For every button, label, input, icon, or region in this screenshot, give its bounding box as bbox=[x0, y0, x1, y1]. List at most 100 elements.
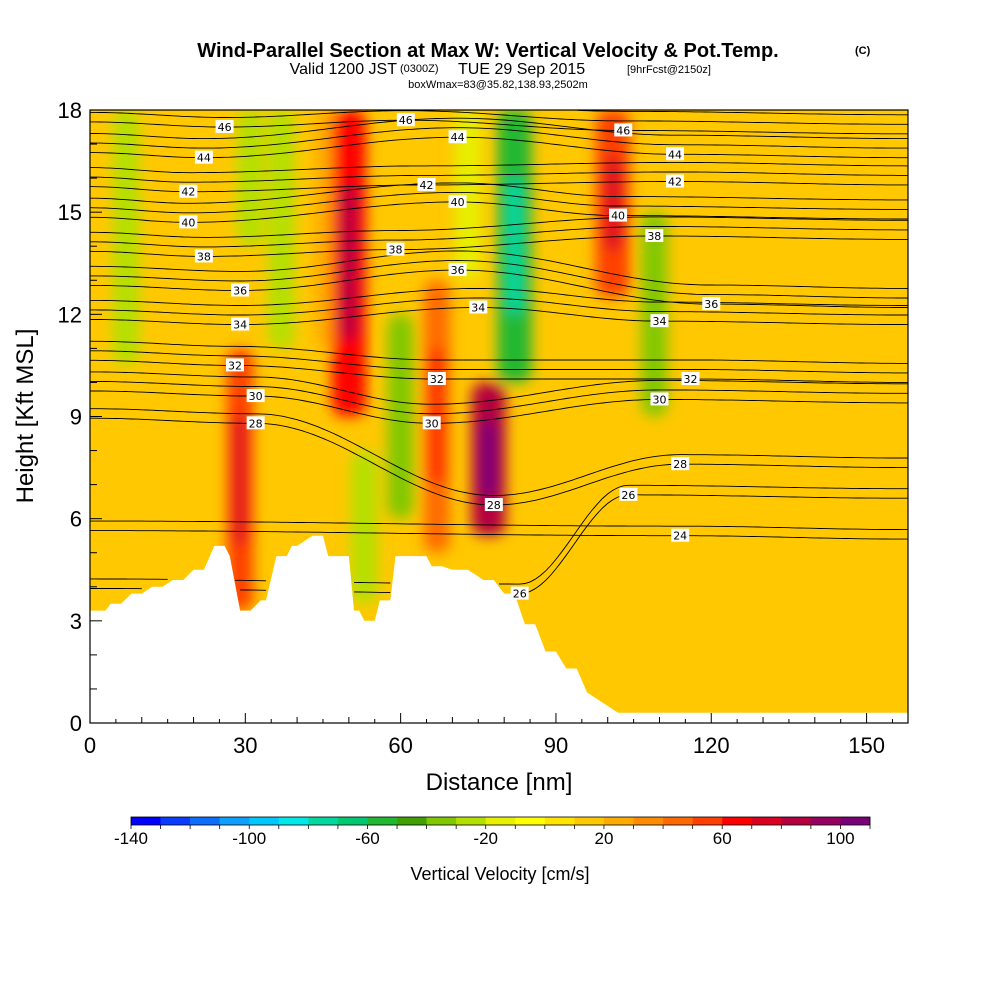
contour-label: 28 bbox=[249, 417, 263, 430]
contour-label: 42 bbox=[668, 176, 682, 189]
box-wmax-info: boxWmax=83@35.82,138.93,2502m bbox=[408, 79, 588, 91]
valid-time-prefix: Valid 1200 JST bbox=[290, 61, 398, 78]
colorbar-ticks: -140 -100 -60 -20 20 60 100 bbox=[114, 825, 871, 848]
colorbar-segment bbox=[544, 817, 575, 825]
isentrope-34-1 bbox=[90, 297, 908, 316]
contour-label-bg bbox=[448, 194, 467, 208]
colorbar-tick-label: 20 bbox=[594, 829, 613, 848]
contour-label: 44 bbox=[197, 152, 211, 165]
chart-title: Wind-Parallel Section at Max W: Vertical… bbox=[197, 40, 778, 62]
isentrope-36-0 bbox=[90, 269, 908, 308]
contour-label: 38 bbox=[388, 244, 402, 257]
colorbar-tick-label: -100 bbox=[232, 829, 266, 848]
contour-label-bg bbox=[386, 242, 405, 256]
colorbar-segment bbox=[397, 817, 427, 825]
contour-label-bg bbox=[671, 457, 690, 471]
colorbar-segment bbox=[751, 817, 782, 825]
contour-label-bg bbox=[215, 120, 234, 134]
isentrope-44-2 bbox=[90, 117, 908, 140]
colorbar-segment bbox=[337, 817, 368, 825]
colorbar-title: Vertical Velocity [cm/s] bbox=[410, 864, 589, 884]
colorbar-segment bbox=[515, 817, 546, 825]
isentrope-38-2 bbox=[90, 216, 908, 238]
colorbar-segment bbox=[131, 817, 161, 825]
colorbar-segment bbox=[160, 817, 191, 825]
chart-title-units: (C) bbox=[855, 45, 871, 57]
terrain-mask bbox=[90, 535, 908, 723]
isentrope-46-1 bbox=[90, 110, 908, 125]
isentrope-38-1 bbox=[90, 226, 908, 248]
isentrope-34-2 bbox=[90, 288, 908, 306]
contour-label-bg bbox=[396, 113, 415, 127]
contour-label-bg bbox=[448, 130, 467, 144]
contour-label-bg bbox=[194, 150, 213, 164]
contour-label-bg bbox=[179, 184, 198, 198]
contour-label-bg bbox=[614, 123, 633, 137]
x-tick-label: 150 bbox=[848, 733, 885, 758]
contour-label-bg bbox=[671, 528, 690, 542]
y-axis-label: Height [Kft MSL] bbox=[12, 329, 39, 504]
contour-label-bg bbox=[681, 372, 700, 386]
vv-core-11 bbox=[506, 178, 523, 315]
isentrope-24-0 bbox=[90, 530, 908, 540]
contour-label-bg bbox=[484, 498, 503, 512]
colorbar-tick-label: -140 bbox=[114, 829, 148, 848]
contour-label-bg bbox=[666, 174, 685, 188]
x-axis: 0 30 60 90 120 150 bbox=[84, 713, 893, 758]
colorbar-segment bbox=[278, 817, 309, 825]
isentrope-32-2 bbox=[90, 340, 908, 364]
colorbar-segment bbox=[810, 817, 841, 825]
isentrope-42-2 bbox=[90, 161, 908, 174]
colorbar-frame bbox=[130, 816, 871, 826]
colorbar-segment bbox=[781, 817, 812, 825]
contour-label: 44 bbox=[451, 131, 465, 144]
colorbar-segment bbox=[190, 817, 220, 825]
isentrope-42-1 bbox=[90, 171, 908, 183]
contour-label: 40 bbox=[451, 196, 465, 209]
contour-label: 30 bbox=[652, 393, 666, 406]
contour-label: 46 bbox=[616, 124, 630, 137]
colorbar-segment bbox=[574, 817, 605, 825]
y-tick-label: 0 bbox=[70, 711, 82, 736]
contour-label-bg bbox=[231, 317, 250, 331]
vv-feature-3 bbox=[268, 110, 295, 349]
colorbar-segment bbox=[603, 817, 634, 825]
contour-labels: 24 26 26 28 28 28 30 30 30 32 32 32 34 34 34 36 36 36 38 38… bbox=[179, 113, 721, 601]
colorbar-tick-label: -60 bbox=[355, 829, 380, 848]
isentrope-24-1 bbox=[90, 520, 908, 531]
contour-label: 44 bbox=[668, 148, 682, 161]
contour-label: 38 bbox=[197, 250, 211, 263]
isentrope-44-0 bbox=[90, 136, 908, 159]
isentrope-26-0 bbox=[90, 494, 908, 595]
y-tick-label: 18 bbox=[58, 98, 82, 123]
contour-label-bg bbox=[246, 416, 265, 430]
isentrope-28-1 bbox=[90, 408, 908, 496]
y-tick-label: 3 bbox=[70, 609, 82, 634]
isentrope-30-2 bbox=[90, 371, 908, 405]
colorbar-segment bbox=[663, 817, 693, 825]
forecast-info: [9hrFcst@2150z] bbox=[627, 64, 711, 76]
contour-label-bg bbox=[194, 249, 213, 263]
isentrope-46-2 bbox=[576, 110, 908, 116]
colorbar-segment bbox=[308, 817, 339, 825]
contour-label-bg bbox=[179, 215, 198, 229]
contour-label-bg bbox=[650, 392, 669, 406]
vv-feature-7 bbox=[387, 314, 414, 519]
valid-time-utc: (0300Z) bbox=[400, 63, 439, 75]
contour-label-bg bbox=[225, 358, 244, 372]
colorbar-segment bbox=[426, 817, 457, 825]
vv-feature-6 bbox=[351, 450, 378, 604]
isentrope-30-0 bbox=[90, 390, 908, 424]
colorbar-segment bbox=[840, 817, 871, 825]
y-tick-label: 9 bbox=[70, 405, 82, 430]
contour-label-bg bbox=[650, 314, 669, 328]
colorbar-segment bbox=[249, 817, 280, 825]
y-tick-label: 15 bbox=[58, 200, 82, 225]
vv-core-1 bbox=[233, 413, 247, 545]
colorbar-segment bbox=[367, 817, 398, 825]
vv-feature-2 bbox=[237, 110, 264, 247]
contour-label-bg bbox=[246, 389, 265, 403]
isentrope-26-1 bbox=[90, 484, 908, 585]
